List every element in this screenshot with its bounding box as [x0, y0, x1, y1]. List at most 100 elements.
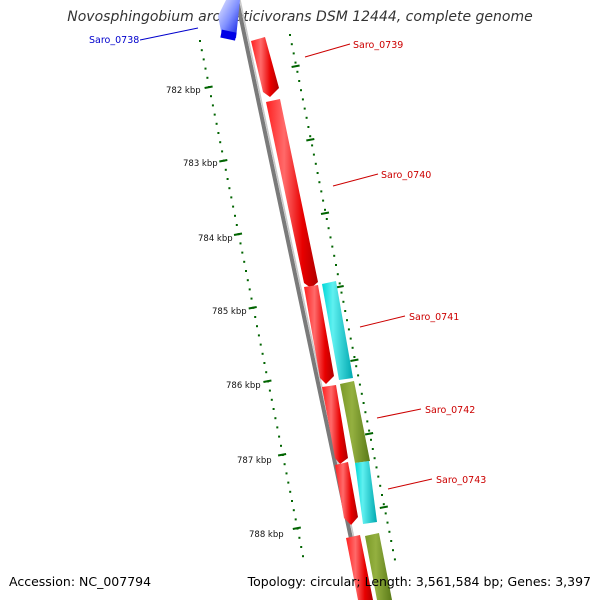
scale-tick: [213, 113, 216, 116]
gene-red-788[interactable]: [346, 535, 373, 600]
scale-tick: [393, 558, 396, 561]
scale-tick: [381, 494, 383, 496]
major-tick: [233, 232, 243, 236]
scale-tick: [329, 236, 332, 239]
scale-tick: [340, 291, 343, 294]
gene-saro-0740[interactable]: [266, 99, 318, 288]
scale-tick: [245, 270, 247, 272]
scale-tick: [226, 178, 229, 180]
gene-saro-0741[interactable]: [322, 281, 353, 380]
gene-label-saro-0741[interactable]: Saro_0741: [409, 312, 459, 323]
scale-tick: [278, 435, 281, 438]
scale-tick: [371, 448, 374, 450]
scale-tick: [336, 273, 339, 276]
scale-tick: [287, 481, 290, 484]
scale-tick: [248, 288, 251, 291]
scale-tick: [290, 43, 293, 46]
scale-tick: [366, 420, 369, 423]
scale-tick: [234, 214, 236, 217]
scale-tick: [316, 172, 319, 174]
scale-tick: [338, 282, 341, 285]
scale-tick: [241, 251, 244, 254]
scale-tick: [228, 187, 231, 190]
scale-tick: [318, 181, 321, 184]
scale-tick: [300, 546, 303, 548]
scale-tick: [276, 426, 279, 429]
scale-tick: [333, 254, 336, 257]
scale-tick: [243, 260, 246, 263]
outer-scale-ticks: [289, 34, 396, 561]
scale-tick: [312, 153, 315, 156]
gene-label-saro-0743[interactable]: Saro_0743: [436, 475, 486, 486]
gene-label-saro-0738[interactable]: Saro_0738: [89, 35, 139, 46]
scale-tick: [344, 310, 347, 312]
scale-tick: [200, 49, 203, 52]
scale-tick: [324, 208, 326, 211]
major-tick: [277, 453, 287, 457]
scale-tick: [204, 67, 207, 70]
scale-tick: [351, 346, 354, 349]
scale-tick: [307, 126, 310, 128]
scale-tick: [346, 319, 348, 322]
scale-tick: [261, 352, 264, 355]
scale-tick: [311, 144, 314, 147]
gene-olive-788[interactable]: [365, 533, 392, 600]
scale-tick: [210, 95, 212, 98]
scale-tick: [382, 503, 385, 506]
scale-tick: [292, 509, 295, 512]
gene-saro-0739[interactable]: [251, 37, 279, 97]
tick-label: 786 kbp: [226, 381, 261, 391]
scale-tick: [221, 150, 224, 153]
gene-label-saro-0742[interactable]: Saro_0742: [425, 405, 475, 416]
scale-tick: [320, 190, 323, 193]
scale-tick: [219, 141, 222, 144]
scale-tick: [322, 199, 325, 202]
major-tick: [263, 379, 272, 383]
major-tick: [248, 306, 257, 310]
tick-label: 782 kbp: [166, 86, 201, 96]
scale-tick: [217, 132, 220, 134]
tick-label: 785 kbp: [212, 307, 247, 317]
scale-tick: [280, 444, 282, 447]
major-tick: [219, 159, 228, 163]
scale-tick: [368, 429, 371, 432]
scale-tick: [296, 70, 299, 73]
gene-red-786[interactable]: [322, 385, 348, 464]
scale-tick: [199, 40, 201, 42]
tick-label: 784 kbp: [198, 234, 233, 244]
scale-tick: [390, 540, 393, 542]
gene-label-saro-0739[interactable]: Saro_0739: [353, 40, 403, 51]
gene-red-785[interactable]: [304, 285, 334, 384]
scale-tick: [355, 365, 358, 368]
major-tick: [306, 138, 315, 142]
gene-red-787[interactable]: [335, 462, 358, 525]
scale-tick: [224, 168, 227, 171]
scale-tick: [349, 337, 352, 340]
tick-label: 787 kbp: [237, 456, 272, 466]
tick-label: 788 kbp: [249, 530, 284, 540]
scale-tick: [370, 438, 372, 441]
gene-saro-0738[interactable]: [218, 0, 240, 38]
scale-tick: [230, 196, 233, 199]
scale-tick: [289, 34, 291, 36]
accession-label: Accession: NC_007794: [9, 574, 152, 589]
scale-tick: [294, 518, 297, 521]
gene-label-saro-0740[interactable]: Saro_0740: [381, 170, 431, 181]
scale-tick: [294, 61, 297, 64]
scale-tick: [342, 300, 345, 303]
scale-tick: [285, 472, 288, 475]
scale-tick: [386, 521, 389, 524]
gene-saro-0742[interactable]: [340, 381, 370, 463]
gene-saro-0743[interactable]: [355, 461, 377, 524]
scale-tick: [291, 500, 293, 502]
scale-tick: [358, 383, 361, 386]
scale-tick: [360, 392, 363, 395]
scale-tick: [272, 408, 275, 410]
major-tick: [350, 358, 359, 362]
scale-tick: [302, 555, 304, 558]
topology-summary: Topology: circular; Length: 3,561,584 bp…: [247, 574, 591, 589]
scale-tick: [392, 549, 394, 552]
scale-tick: [335, 264, 337, 266]
scale-tick: [283, 463, 286, 466]
